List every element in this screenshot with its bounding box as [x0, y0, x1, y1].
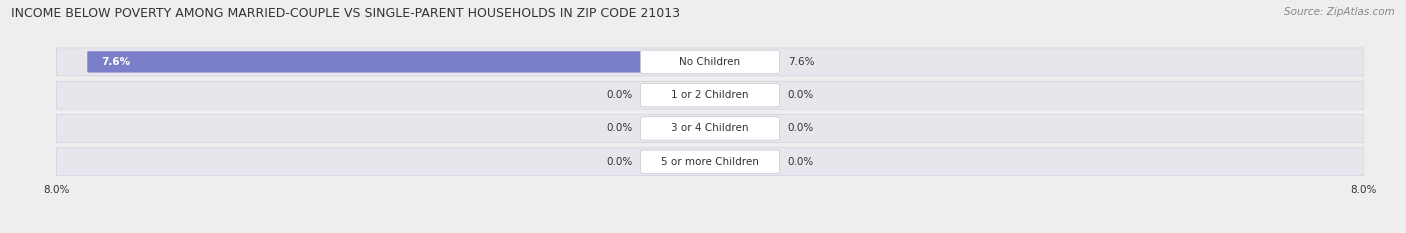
FancyBboxPatch shape: [709, 85, 776, 106]
FancyBboxPatch shape: [56, 48, 1364, 76]
FancyBboxPatch shape: [644, 51, 711, 72]
Text: Source: ZipAtlas.com: Source: ZipAtlas.com: [1284, 7, 1395, 17]
Text: 0.0%: 0.0%: [606, 90, 633, 100]
Text: 0.0%: 0.0%: [606, 123, 633, 134]
Text: No Children: No Children: [679, 57, 741, 67]
FancyBboxPatch shape: [644, 118, 711, 139]
FancyBboxPatch shape: [641, 50, 779, 74]
FancyBboxPatch shape: [56, 114, 1364, 142]
Text: 0.0%: 0.0%: [787, 123, 814, 134]
Text: 5 or more Children: 5 or more Children: [661, 157, 759, 167]
FancyBboxPatch shape: [87, 51, 711, 72]
FancyBboxPatch shape: [641, 150, 779, 173]
FancyBboxPatch shape: [709, 118, 776, 139]
FancyBboxPatch shape: [709, 51, 776, 72]
Text: 7.6%: 7.6%: [787, 57, 814, 67]
FancyBboxPatch shape: [709, 151, 776, 172]
FancyBboxPatch shape: [644, 151, 711, 172]
FancyBboxPatch shape: [644, 85, 711, 106]
Text: 0.0%: 0.0%: [787, 157, 814, 167]
FancyBboxPatch shape: [641, 84, 779, 107]
FancyBboxPatch shape: [641, 117, 779, 140]
Legend: Married Couples, Single Parents: Married Couples, Single Parents: [605, 231, 815, 233]
Text: 3 or 4 Children: 3 or 4 Children: [671, 123, 749, 134]
Text: 0.0%: 0.0%: [606, 157, 633, 167]
Text: 7.6%: 7.6%: [101, 57, 131, 67]
Text: INCOME BELOW POVERTY AMONG MARRIED-COUPLE VS SINGLE-PARENT HOUSEHOLDS IN ZIP COD: INCOME BELOW POVERTY AMONG MARRIED-COUPL…: [11, 7, 681, 20]
FancyBboxPatch shape: [56, 81, 1364, 109]
Text: 1 or 2 Children: 1 or 2 Children: [671, 90, 749, 100]
Text: 0.0%: 0.0%: [787, 90, 814, 100]
FancyBboxPatch shape: [56, 148, 1364, 176]
